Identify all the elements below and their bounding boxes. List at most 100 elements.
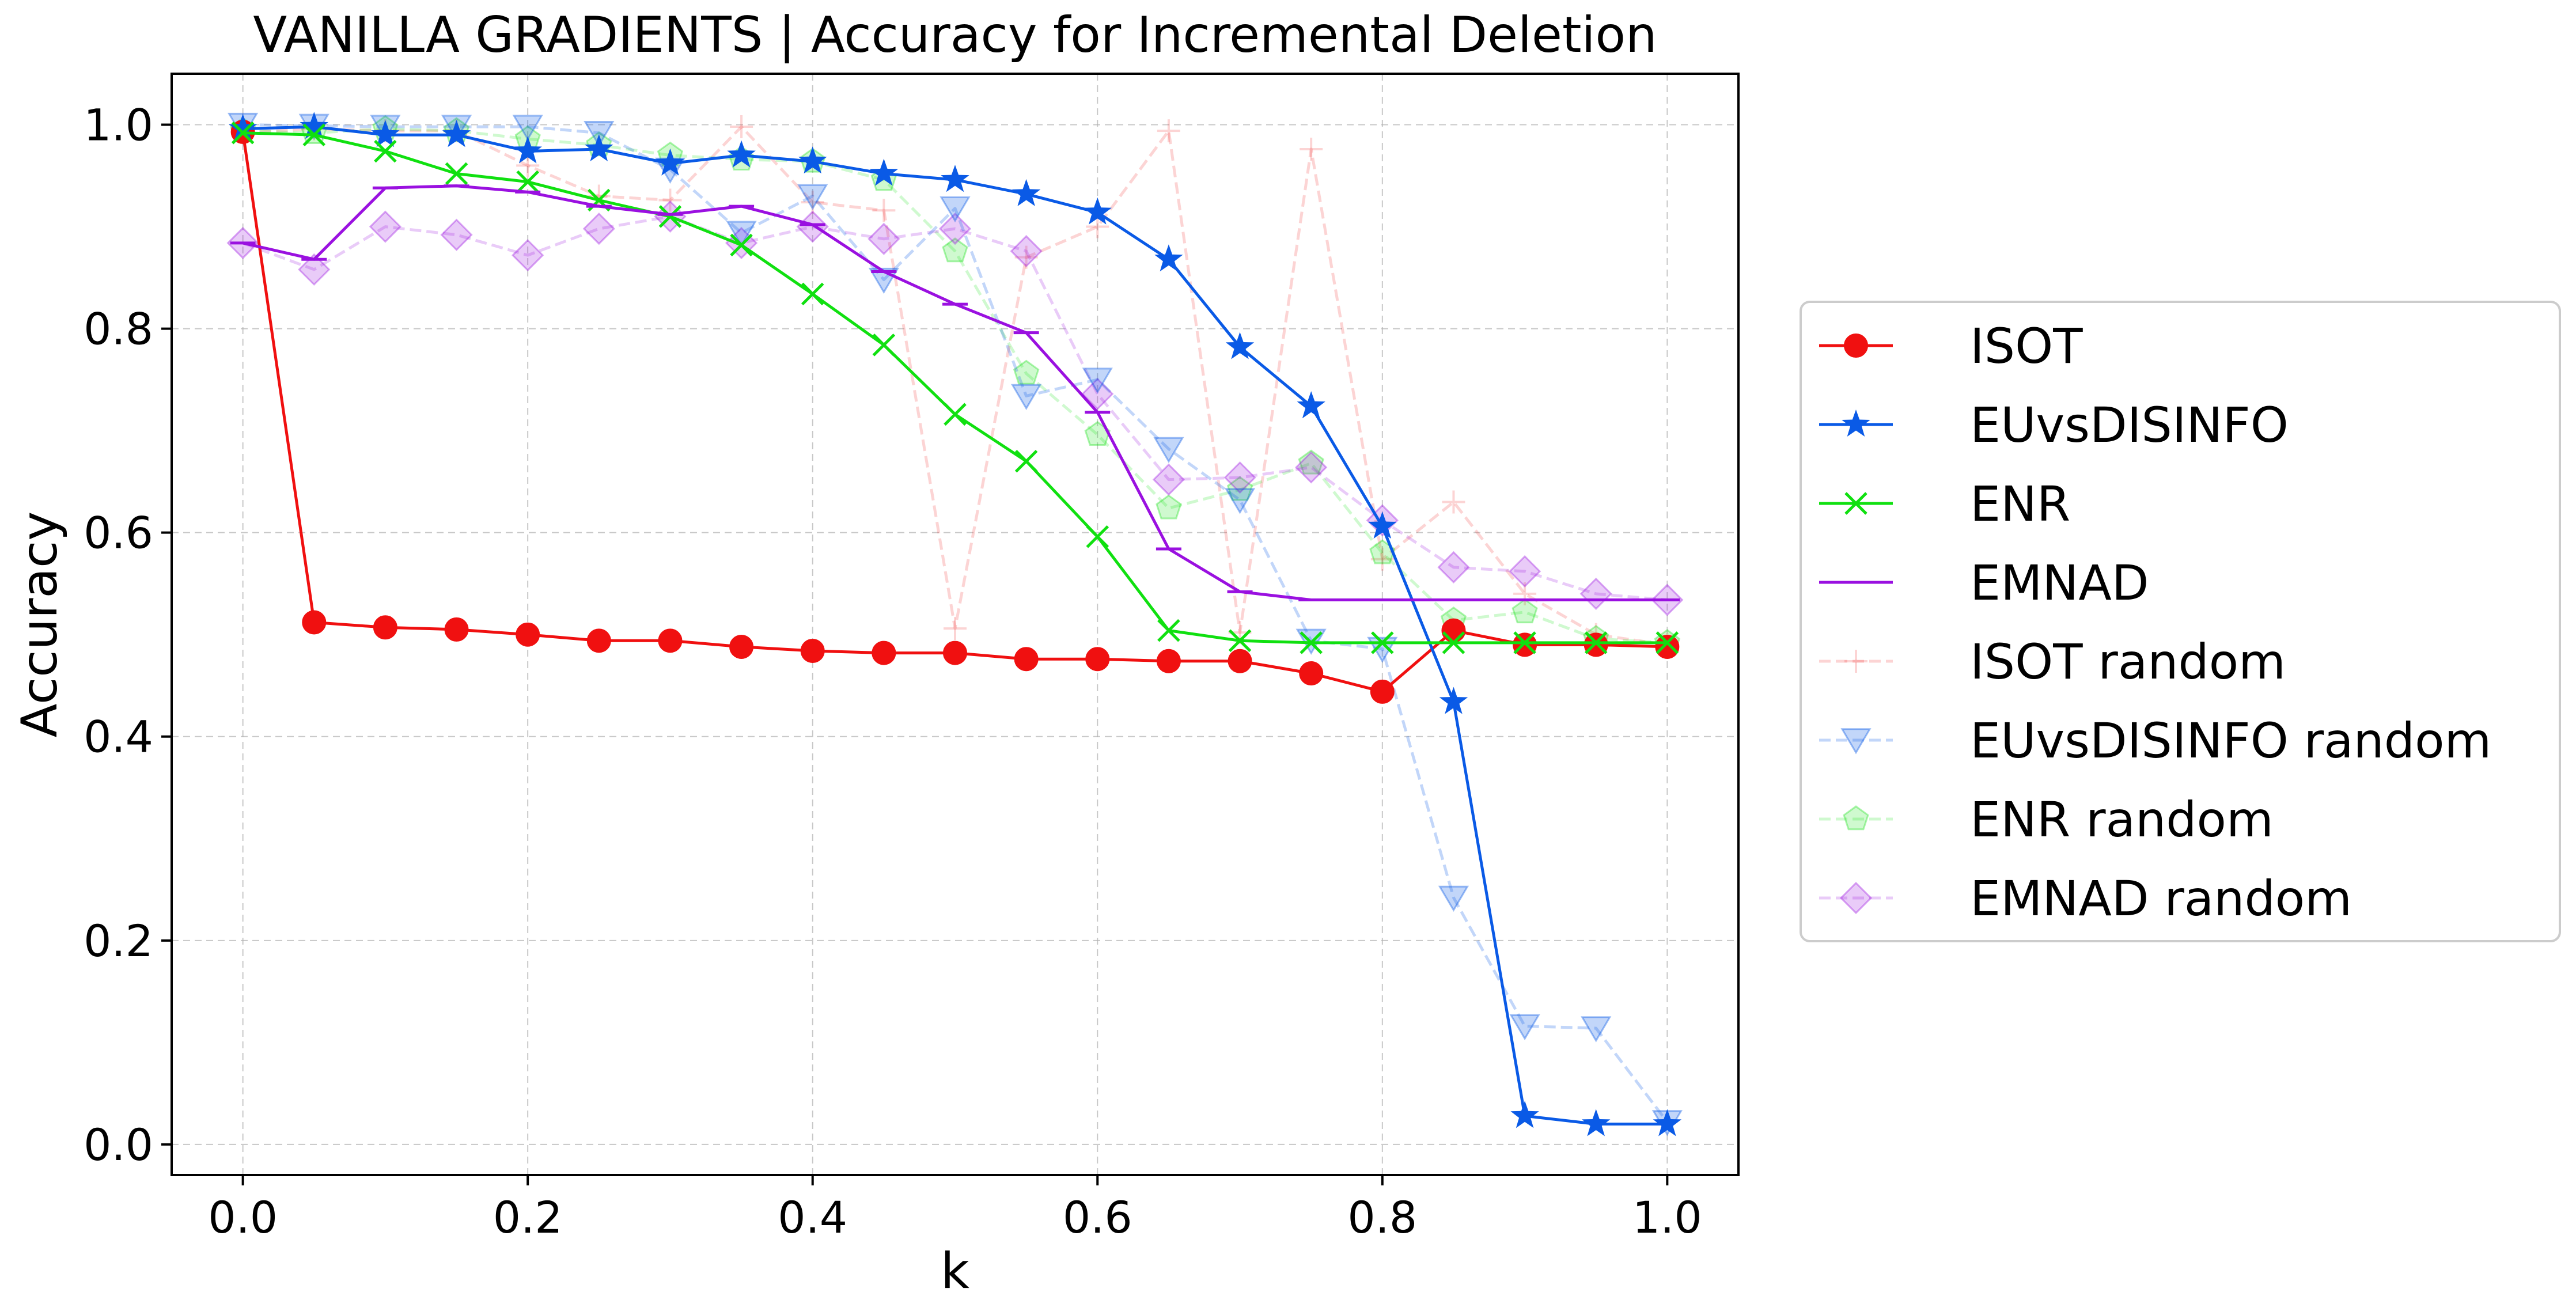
data-point-emnad-random bbox=[1152, 463, 1185, 496]
data-point-emnad-random bbox=[867, 222, 900, 255]
data-point-euvsdisinfo bbox=[1653, 1109, 1682, 1136]
data-point-euvsdisinfo bbox=[1582, 1109, 1611, 1136]
series-enr bbox=[231, 121, 1679, 654]
data-point-emnad-random bbox=[1081, 377, 1114, 411]
data-point-isot bbox=[1441, 618, 1466, 643]
legend-marker bbox=[1843, 805, 1869, 831]
series-line-emnad-random bbox=[242, 215, 1668, 601]
data-point-isot bbox=[1584, 632, 1608, 657]
x-tick-label: 0.8 bbox=[1347, 1192, 1417, 1243]
data-point-isot-random bbox=[730, 115, 753, 139]
data-point-emnad-random bbox=[512, 239, 544, 272]
data-point-euvsdisinfo-random bbox=[1224, 488, 1256, 514]
data-point-enr bbox=[445, 162, 468, 185]
data-point-enr-random bbox=[942, 237, 968, 263]
chart-title: VANILLA GRADIENTS | Accuracy for Increme… bbox=[253, 6, 1657, 64]
data-point-isot bbox=[1156, 649, 1181, 673]
data-point-enr bbox=[730, 233, 753, 257]
legend-item-euvsdisinfo: EUvsDISINFO bbox=[1819, 397, 2289, 453]
data-point-isot bbox=[302, 610, 327, 635]
data-point-isot bbox=[1655, 634, 1680, 659]
legend-marker bbox=[1842, 410, 1870, 437]
data-point-enr bbox=[801, 282, 824, 306]
legend-item-enr: ENR bbox=[1819, 476, 2070, 532]
data-point-emnad-random bbox=[1010, 234, 1043, 268]
data-point-euvsdisinfo-random bbox=[1509, 1014, 1540, 1041]
data-point-isot-random bbox=[1157, 119, 1180, 143]
data-point-euvsdisinfo bbox=[727, 140, 756, 168]
data-point-isot-random bbox=[872, 199, 896, 222]
data-point-isot bbox=[800, 639, 825, 664]
data-point-euvsdisinfo bbox=[1012, 179, 1041, 206]
data-point-isot bbox=[943, 641, 967, 665]
series-emnad bbox=[230, 184, 1680, 602]
data-point-emnad-random bbox=[440, 218, 473, 251]
legend-label: ENR random bbox=[1970, 791, 2274, 848]
legend-label: EMNAD bbox=[1970, 555, 2149, 611]
data-point-euvsdisinfo bbox=[1510, 1101, 1539, 1128]
data-point-isot bbox=[516, 622, 540, 647]
x-tick-label: 1.0 bbox=[1632, 1192, 1702, 1243]
legend-marker bbox=[1844, 650, 1867, 673]
data-point-isot bbox=[729, 634, 754, 659]
y-axis-label: Accuracy bbox=[11, 511, 69, 738]
legend-marker bbox=[1840, 728, 1872, 755]
data-point-euvsdisinfo bbox=[442, 120, 471, 147]
legend-label: EUvsDISINFO bbox=[1970, 397, 2289, 453]
axis-ticks: 0.0 0.2 0.4 0.6 0.8 1.0 0.0 0.2 0.4 0.6 0.8 1.0 bbox=[84, 100, 1702, 1243]
data-point-enr bbox=[302, 123, 326, 146]
data-point-emnad-random bbox=[369, 210, 402, 243]
data-point-euvsdisinfo-random bbox=[726, 221, 757, 247]
data-point-enr bbox=[658, 205, 682, 228]
data-point-isot bbox=[1370, 679, 1395, 704]
data-point-emnad-random bbox=[1437, 551, 1470, 583]
data-point-isot-random bbox=[1014, 245, 1038, 269]
legend-entries: ISOT EUvsDISINFO ENR EMNAD ISOT random EUvsDI… bbox=[1819, 318, 2491, 927]
data-point-euvsdisinfo bbox=[513, 136, 542, 164]
data-point-isot-random bbox=[1513, 582, 1537, 605]
data-point-enr bbox=[944, 403, 967, 426]
x-tick-label: 0.6 bbox=[1063, 1192, 1132, 1243]
data-point-isot bbox=[373, 615, 397, 640]
data-point-euvsdisinfo bbox=[1154, 244, 1183, 272]
data-point-euvsdisinfo bbox=[1225, 332, 1255, 359]
data-point-isot bbox=[586, 628, 611, 653]
data-point-enr bbox=[516, 170, 539, 194]
data-point-euvsdisinfo bbox=[228, 113, 257, 141]
data-point-euvsdisinfo bbox=[869, 158, 899, 186]
data-point-enr bbox=[1014, 449, 1038, 473]
legend-label: EUvsDISINFO random bbox=[1970, 713, 2491, 769]
data-point-isot bbox=[1513, 632, 1537, 657]
data-point-enr bbox=[231, 121, 255, 145]
data-point-enr bbox=[1300, 631, 1323, 654]
data-point-euvsdisinfo bbox=[941, 165, 969, 192]
data-point-euvsdisinfo bbox=[585, 134, 613, 161]
data-point-emnad-random bbox=[1508, 555, 1541, 588]
data-point-euvsdisinfo bbox=[656, 148, 685, 176]
legend-frame bbox=[1800, 301, 2561, 942]
series-emnad-random bbox=[226, 200, 1684, 616]
data-point-euvsdisinfo bbox=[1297, 391, 1325, 419]
data-point-euvsdisinfo-random bbox=[512, 115, 543, 141]
data-point-euvsdisinfo-random bbox=[940, 196, 971, 223]
grid bbox=[172, 74, 1738, 1175]
legend-marker bbox=[1839, 881, 1873, 915]
data-point-isot-random bbox=[1370, 547, 1394, 571]
y-tick-label: 0.4 bbox=[84, 711, 153, 763]
data-point-enr bbox=[1371, 631, 1394, 654]
data-point-enr bbox=[1656, 631, 1679, 654]
data-point-isot-random bbox=[944, 617, 967, 641]
plot-series bbox=[226, 112, 1684, 1136]
y-tick-label: 0.0 bbox=[84, 1119, 153, 1170]
legend-label: ISOT random bbox=[1970, 634, 2286, 690]
data-point-enr-random bbox=[1156, 494, 1182, 520]
data-point-enr-random bbox=[1511, 598, 1538, 624]
data-point-emnad-random bbox=[298, 253, 331, 286]
legend-label: EMNAD random bbox=[1970, 870, 2352, 927]
y-tick-label: 0.2 bbox=[84, 915, 153, 967]
data-point-enr bbox=[1584, 631, 1608, 654]
data-point-euvsdisinfo bbox=[798, 146, 827, 174]
legend-label: ENR bbox=[1970, 476, 2070, 532]
legend: ISOT EUvsDISINFO ENR EMNAD ISOT random EUvsDI… bbox=[1800, 301, 2561, 942]
